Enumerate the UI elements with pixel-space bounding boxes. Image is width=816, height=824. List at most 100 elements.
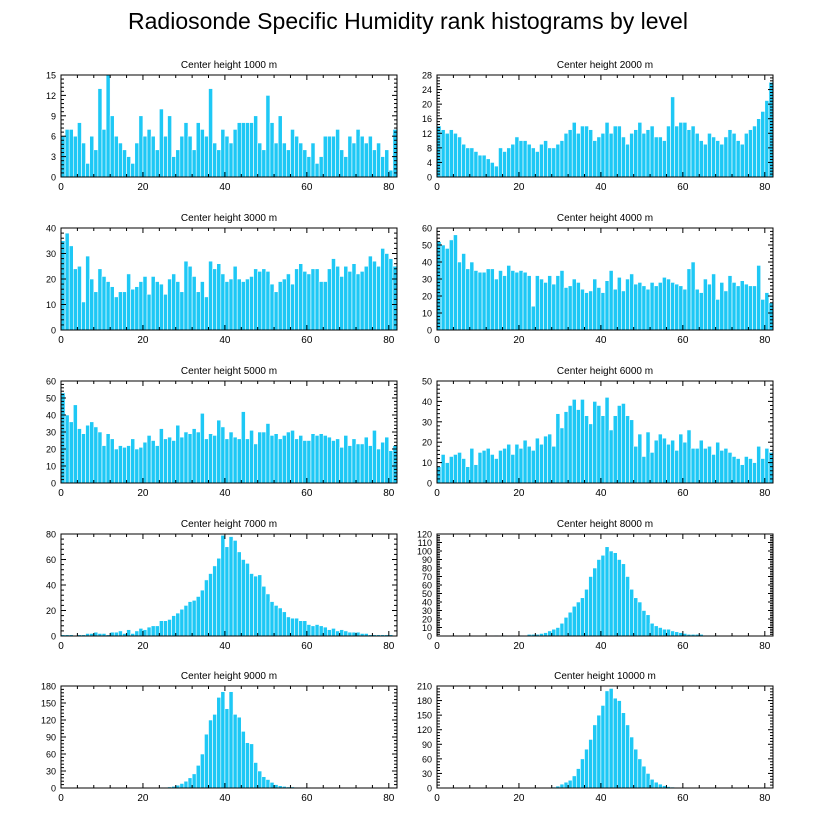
histogram-bar: [645, 431, 651, 484]
histogram-bar: [735, 285, 741, 331]
x-tick-label: 60: [301, 793, 313, 804]
histogram-bar: [204, 579, 209, 637]
plot-frame: [436, 74, 774, 178]
x-tick-label: 40: [219, 793, 231, 804]
plot-frame: [436, 380, 774, 484]
histogram-bar: [649, 125, 655, 178]
histogram-bar: [72, 404, 78, 484]
histogram-bar: [592, 567, 598, 637]
histogram-bar: [265, 779, 271, 789]
histogram-bar: [146, 435, 152, 484]
histogram-bar: [629, 273, 634, 331]
histogram-bar: [351, 263, 357, 331]
histogram-bar: [690, 261, 696, 331]
histogram-bar: [670, 630, 675, 637]
histogram-bar: [604, 690, 610, 789]
histogram-bar: [592, 401, 598, 484]
histogram-bar: [187, 601, 193, 637]
histogram-bar: [698, 439, 704, 484]
histogram-bar: [273, 142, 279, 178]
histogram-bar: [245, 438, 250, 484]
histogram-bar: [764, 448, 770, 484]
histogram-bar: [715, 299, 721, 331]
histogram-bar: [204, 438, 209, 484]
histogram-bar: [77, 265, 82, 331]
histogram-bar: [306, 440, 312, 484]
histogram-bar: [518, 270, 524, 331]
histogram-bar: [530, 450, 536, 484]
panel-title: Center height 9000 m: [181, 671, 277, 682]
page-title: Radiosonde Specific Humidity rank histog…: [128, 8, 688, 34]
x-tick-label: 40: [219, 488, 231, 499]
histogram-bar: [380, 441, 386, 484]
histogram-bar: [764, 292, 770, 331]
histogram-bar: [731, 456, 737, 484]
panel-title: Center height 6000 m: [557, 366, 653, 377]
x-tick-label: 80: [759, 488, 771, 499]
histogram-bar: [195, 122, 201, 178]
histogram-bar: [286, 616, 291, 637]
histogram-bar: [298, 620, 304, 637]
histogram-bar: [269, 122, 275, 178]
histogram-bar: [657, 282, 663, 331]
histogram-bar: [335, 129, 340, 178]
histogram-bar: [637, 122, 643, 178]
histogram-bar: [629, 588, 634, 637]
x-tick-label: 60: [301, 641, 313, 652]
histogram-bar: [167, 619, 172, 637]
histogram-bar: [322, 626, 328, 637]
histogram-bar: [543, 632, 548, 637]
x-tick-label: 0: [434, 793, 440, 804]
histogram-bar: [674, 125, 680, 178]
y-tick-label: 8: [427, 143, 432, 153]
x-tick-label: 20: [513, 793, 525, 804]
histogram-bar: [584, 125, 589, 178]
histogram-bar: [224, 281, 230, 331]
histogram-bar: [473, 464, 479, 484]
histogram-bar: [154, 445, 160, 484]
histogram-bar: [134, 142, 140, 178]
histogram-bar: [670, 96, 675, 178]
histogram-bar: [89, 278, 95, 331]
histogram-bar: [64, 232, 70, 331]
histogram-bar: [457, 452, 462, 484]
histogram-bar: [703, 448, 708, 484]
histogram-bar: [81, 433, 86, 484]
y-tick-label: 30: [46, 767, 56, 777]
x-tick-label: 80: [759, 793, 771, 804]
histogram-bar: [457, 136, 462, 178]
histogram-bar: [384, 436, 390, 484]
histogram-bar: [327, 629, 332, 637]
histogram-bar: [351, 438, 357, 484]
histogram-bar: [384, 149, 390, 178]
histogram-bar: [97, 431, 103, 484]
histogram-bar: [465, 268, 471, 331]
histogram-bar: [200, 129, 205, 178]
histogram-bar: [318, 433, 324, 484]
histogram-bar: [612, 125, 618, 178]
histogram-bar: [502, 275, 507, 331]
histogram-bar: [567, 611, 573, 637]
histogram-bar: [748, 458, 753, 484]
histogram-bar: [265, 423, 271, 484]
histogram-bar: [290, 283, 295, 331]
histogram-bar: [588, 423, 594, 484]
y-tick-label: 30: [46, 428, 56, 438]
histogram-bar: [596, 405, 602, 484]
histogram-bar: [481, 154, 487, 178]
histogram-bar: [249, 573, 254, 637]
histogram-bar: [440, 244, 446, 331]
histogram-bar: [739, 143, 745, 178]
histogram-bar: [130, 438, 136, 484]
histogram-bar: [302, 149, 308, 178]
histogram-bar: [703, 143, 708, 178]
histogram-bar: [195, 765, 201, 789]
histogram-bar: [134, 630, 140, 637]
histogram-bar: [249, 276, 254, 331]
histogram-bar: [175, 424, 181, 484]
histogram-bar: [621, 290, 626, 331]
histogram-bar: [134, 286, 140, 331]
histogram-bar: [101, 445, 107, 484]
y-tick-label: 90: [422, 740, 432, 750]
histogram-bar: [245, 122, 250, 178]
